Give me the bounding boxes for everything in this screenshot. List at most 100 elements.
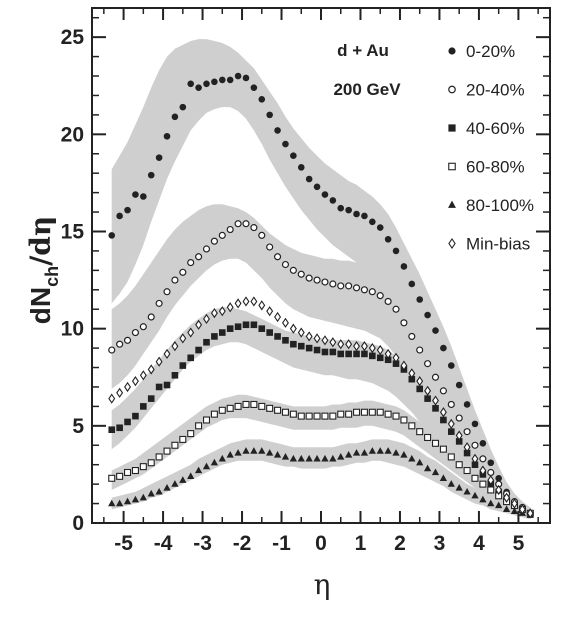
x-tick-label: 5 (513, 532, 525, 555)
x-tick-label: -4 (154, 532, 173, 555)
data-point (155, 383, 163, 391)
data-point (432, 405, 439, 412)
data-point (337, 204, 345, 212)
data-point (487, 468, 495, 477)
y-axis-title-main: dN (25, 287, 56, 324)
data-point (203, 338, 210, 346)
y-axis-title-sub: ch (42, 266, 62, 287)
data-point (455, 484, 463, 491)
data-point (179, 333, 187, 344)
data-point (218, 306, 226, 317)
data-point (439, 474, 448, 481)
data-point (329, 454, 337, 462)
data-point (147, 489, 155, 497)
data-point (139, 463, 147, 471)
data-point (116, 472, 124, 480)
data-point (171, 372, 179, 379)
data-point (408, 454, 416, 462)
data-point (368, 288, 376, 296)
data-point (345, 410, 353, 418)
data-point (274, 333, 281, 340)
data-point (124, 381, 132, 393)
y-tick-label: 0 (72, 512, 84, 535)
data-point (463, 467, 471, 475)
data-point (210, 308, 218, 319)
data-point (471, 441, 479, 449)
data-point (463, 487, 471, 495)
data-point (376, 344, 384, 356)
data-point (384, 410, 392, 418)
data-point (416, 296, 424, 303)
data-point (392, 412, 400, 420)
data-point (234, 220, 242, 228)
data-point (384, 348, 392, 360)
data-point (155, 487, 163, 495)
data-point (187, 80, 195, 88)
x-axis-title: η (314, 568, 331, 601)
data-point (337, 282, 345, 290)
data-point (281, 317, 289, 328)
data-point (337, 350, 345, 358)
data-point (447, 453, 455, 461)
data-point (210, 410, 218, 418)
data-point (502, 505, 511, 513)
data-point (242, 220, 250, 228)
data-point (242, 321, 250, 329)
data-point (187, 354, 195, 362)
legend-label: 60-80% (466, 158, 525, 177)
data-point (195, 253, 203, 261)
data-point (376, 292, 384, 300)
data-point (526, 508, 534, 519)
x-tick-label: -3 (193, 532, 212, 555)
data-point (234, 449, 242, 456)
data-point (321, 335, 329, 346)
data-point (131, 328, 140, 337)
data-point (139, 323, 147, 331)
data-point (297, 164, 305, 171)
data-point (376, 447, 384, 454)
data-point (424, 395, 431, 402)
data-point (313, 346, 321, 354)
data-point (384, 356, 392, 364)
data-point (258, 231, 266, 239)
data-point (226, 76, 234, 84)
legend: 0-20% 20-40% 40-60% 60-80% 80-100% Min-bias (448, 42, 534, 254)
data-point (353, 408, 361, 416)
data-point (360, 449, 369, 456)
data-point (187, 472, 195, 479)
data-point (313, 183, 321, 191)
data-point (463, 442, 471, 453)
data-point (313, 412, 321, 420)
data-point (290, 152, 297, 159)
data-point (250, 447, 258, 454)
data-point (234, 402, 242, 410)
data-point (487, 459, 495, 467)
data-point (147, 171, 155, 179)
data-point (147, 459, 155, 467)
data-point (131, 495, 140, 503)
data-point (171, 113, 179, 121)
data-point (108, 426, 116, 434)
data-point (242, 447, 250, 454)
data-point (439, 387, 447, 395)
data-point (353, 210, 360, 218)
band-4 (111, 439, 531, 520)
data-point (139, 370, 147, 381)
y-tick-label: 15 (61, 220, 85, 243)
data-point (447, 362, 455, 369)
data-point (163, 348, 171, 360)
data-point (203, 80, 210, 88)
data-point (431, 439, 440, 447)
data-point (218, 406, 226, 414)
data-point (116, 424, 123, 432)
x-tick-label: 2 (394, 532, 406, 555)
data-point (360, 286, 369, 294)
data-point (108, 393, 116, 404)
x-tick-label: 3 (434, 532, 446, 555)
data-point (147, 395, 155, 402)
data-point (266, 111, 273, 119)
data-point (289, 410, 297, 418)
data-point (329, 197, 337, 204)
data-point (392, 449, 400, 456)
data-point (132, 412, 139, 420)
